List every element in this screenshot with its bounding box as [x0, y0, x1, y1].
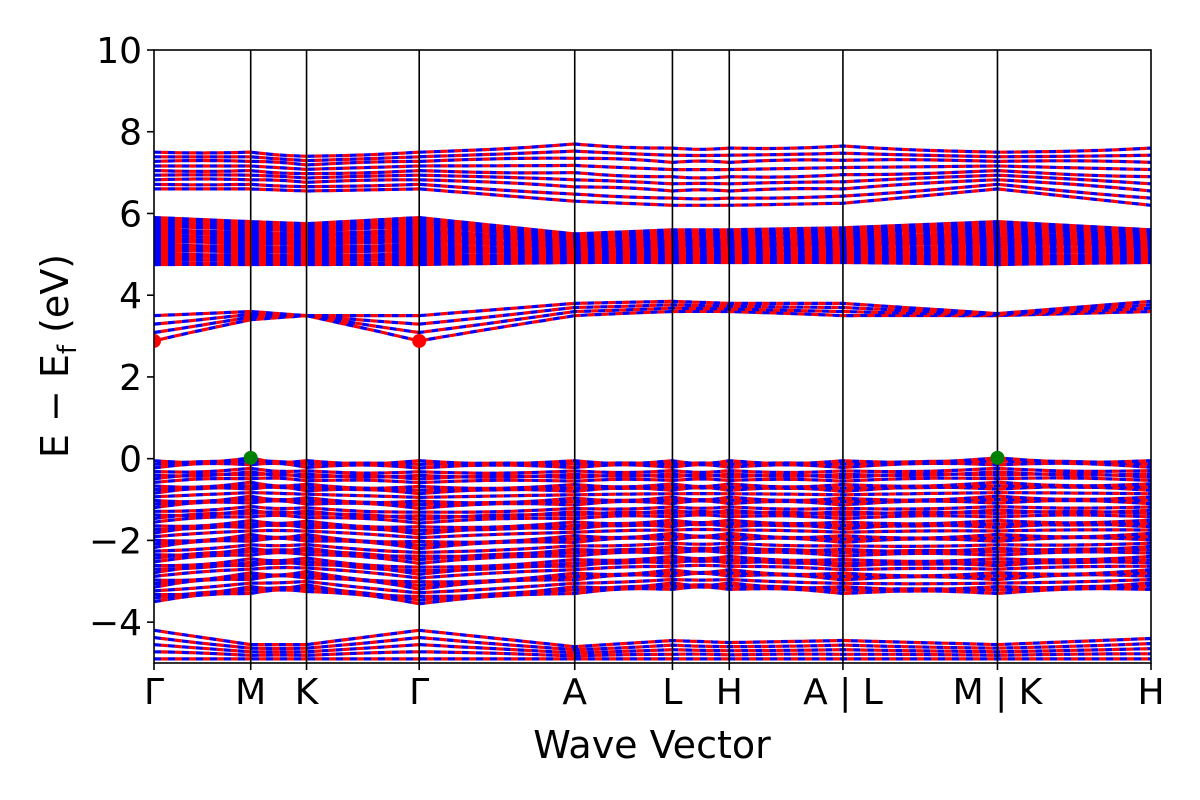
band-line-spin-down — [154, 242, 1151, 252]
band-line-spin-down — [154, 470, 1151, 479]
band-line-spin-down — [154, 476, 1151, 485]
band-line-spin-down — [154, 259, 1151, 266]
band-line-spin-down — [154, 236, 1151, 248]
x-tick-label: A | L — [803, 672, 883, 713]
band-line-spin-down — [154, 558, 1151, 573]
x-tick-label: L — [662, 672, 682, 713]
band-line-spin-down — [154, 531, 1151, 544]
x-tick-label: M | K — [953, 672, 1044, 713]
band-line-spin-down — [154, 642, 1151, 655]
vbm-marker — [990, 450, 1005, 465]
band-line-spin-down — [154, 177, 1151, 193]
band-line-spin-down — [154, 149, 1151, 163]
x-tick-label: H — [716, 672, 743, 713]
band-line-spin-down — [154, 456, 1151, 466]
band-line-spin-down — [154, 218, 1151, 237]
band-line-spin-down — [154, 227, 1151, 243]
band-line-spin-down — [154, 650, 1151, 658]
band-line-spin-down — [154, 504, 1151, 514]
band-group-4 — [154, 142, 1151, 207]
band-line-spin-down — [154, 494, 1151, 505]
x-axis-label: Wave Vector — [533, 723, 771, 767]
y-tick-label: 2 — [119, 358, 142, 399]
x-tick-label: M — [235, 672, 266, 713]
band-line-spin-down — [154, 508, 1151, 519]
band-line-spin-down — [154, 581, 1151, 598]
band-line-spin-down — [154, 549, 1151, 566]
cbm-marker — [412, 333, 427, 348]
y-tick-label: −4 — [89, 603, 142, 644]
band-line-spin-down — [154, 567, 1151, 584]
band-line-spin-down — [154, 163, 1151, 172]
y-axis-label-main: E − E — [33, 354, 77, 458]
band-line-spin-down — [154, 521, 1151, 533]
band-line-spin-down — [154, 466, 1151, 475]
band-group-3 — [154, 215, 1151, 267]
band-line-spin-down — [154, 554, 1151, 569]
plot-frame — [153, 49, 1152, 664]
band-line-spin-down — [154, 233, 1151, 247]
high-symmetry-lines — [249, 50, 999, 663]
y-axis-ticks: −4 −2 0 2 4 6 8 10 — [89, 31, 154, 644]
band-line-spin-down — [154, 635, 1151, 652]
x-tick-label: H — [1137, 672, 1164, 713]
band-group-2 — [154, 299, 1151, 343]
y-axis-label-subscript: f — [53, 344, 83, 354]
band-line-spin-down — [154, 513, 1151, 525]
band-group-0 — [154, 628, 1151, 661]
y-tick-label: 4 — [119, 276, 142, 317]
band-line-spin-down — [154, 490, 1151, 500]
vbm-marker — [243, 450, 258, 465]
band-line-spin-down — [154, 577, 1151, 595]
band-group-1 — [154, 456, 1151, 606]
y-tick-label: 0 — [119, 440, 142, 481]
extrema-markers — [154, 333, 1005, 465]
band-line-spin-down — [154, 244, 1151, 254]
band-line-spin-down — [154, 142, 1151, 158]
y-tick-label: −2 — [89, 521, 142, 562]
y-axis-label-unit: (eV) — [33, 254, 77, 345]
band-line-spin-down — [154, 541, 1151, 555]
cbm-marker — [154, 333, 161, 348]
band-line-spin-down — [154, 480, 1151, 491]
y-tick-label: 8 — [119, 113, 142, 154]
bands-layer — [154, 142, 1151, 661]
band-line-spin-down — [154, 563, 1151, 580]
band-line-spin-down — [154, 527, 1151, 540]
band-line-spin-down — [154, 257, 1151, 263]
y-tick-label: 10 — [96, 31, 142, 72]
band-line-spin-down — [154, 168, 1151, 180]
band-line-spin-down — [154, 544, 1151, 559]
x-tick-label: A — [562, 672, 587, 713]
band-line-spin-down — [154, 518, 1151, 530]
x-tick-label: K — [295, 672, 320, 713]
band-line-spin-down — [154, 215, 1151, 236]
band-line-spin-down — [154, 628, 1151, 649]
x-tick-label: Γ — [409, 672, 429, 713]
band-line-spin-up — [154, 306, 1151, 335]
band-line-spin-down — [154, 299, 1151, 318]
band-line-spin-down — [154, 187, 1151, 207]
y-axis-label: E − Ef (eV) — [33, 254, 83, 458]
x-tick-label: Γ — [144, 672, 164, 713]
band-line-spin-down — [154, 173, 1151, 186]
band-line-spin-down — [154, 182, 1151, 201]
band-line-spin-down — [154, 156, 1151, 167]
band-line-spin-down — [154, 251, 1151, 258]
y-tick-label: 6 — [119, 194, 142, 235]
band-line-spin-down — [154, 224, 1151, 241]
